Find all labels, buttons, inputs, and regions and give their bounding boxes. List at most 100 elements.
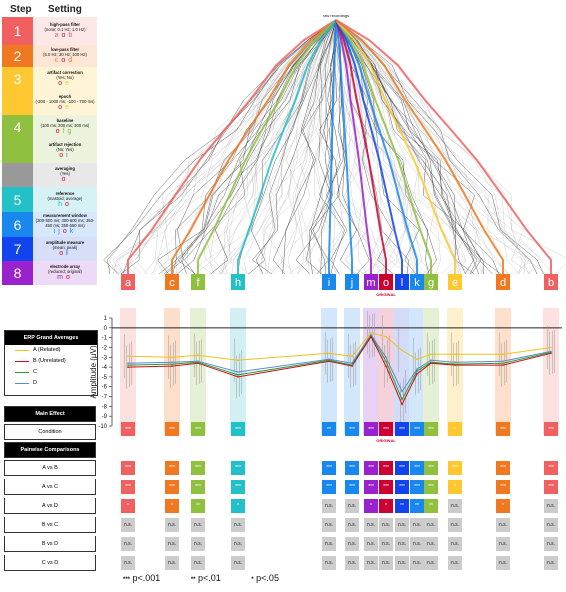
pipeline-box-g (424, 274, 438, 290)
step-codes: ho (58, 200, 72, 208)
ns-cell: n.s. (496, 518, 510, 532)
data-point (171, 363, 173, 365)
pairwise-label: Pairwise Comparisons (4, 442, 96, 458)
sig-cell: ** (191, 499, 205, 513)
comparison-label: A vs B (4, 460, 96, 476)
legend-swatch (15, 372, 29, 373)
column-band-g (423, 308, 439, 434)
erp-legend: ERP Grand Averages A (Related) B (Unrelat… (4, 330, 98, 396)
condition-label: Condition (4, 424, 96, 440)
pipeline-box-e (448, 274, 462, 290)
data-point (171, 361, 173, 363)
ns-cell: n.s. (165, 537, 179, 551)
original-label: ORIGINAL (376, 292, 396, 297)
data-point (351, 355, 353, 358)
step-title: reference (55, 190, 75, 196)
pipeline-letter-a: a (125, 277, 132, 289)
pipeline-path-k (335, 19, 418, 274)
ns-cell: n.s. (379, 556, 393, 570)
condition-cell (424, 422, 438, 436)
condition-cell (379, 422, 393, 436)
data-point (385, 360, 387, 362)
ns-cell: n.s. (231, 518, 245, 532)
data-point (237, 376, 239, 378)
sig-cell: *** (544, 461, 558, 475)
step-title: artifact rejection (48, 142, 82, 147)
y-tick-label: -4 (102, 365, 108, 371)
pipeline-path-b (335, 19, 552, 274)
data-point (430, 353, 432, 356)
footnote-p01: ** p<.01 (190, 573, 221, 583)
ns-cell: n.s. (345, 556, 359, 570)
step-codes: aob (54, 32, 76, 39)
y-tick-label: -2 (102, 345, 108, 351)
series-line-d (127, 333, 552, 393)
data-point (401, 390, 403, 393)
main-effect-label: Main Effect (4, 406, 96, 422)
step-setting: measurement window (300-500 ms; 300-600 m… (33, 212, 97, 237)
data-point (127, 362, 129, 364)
condition-sig: *** (195, 427, 201, 433)
data-point (171, 365, 173, 367)
y-tick-label: 0 (104, 326, 108, 332)
ns-cell: n.s. (364, 537, 378, 551)
pipeline-box-i (322, 274, 336, 290)
pipeline-path-i (328, 19, 337, 274)
condition-cell (345, 422, 359, 436)
ns-cell: n.s. (364, 518, 378, 532)
sig-cell: * (448, 480, 462, 494)
step-title: averaging (55, 166, 75, 171)
pipeline-letter-k: k (414, 277, 420, 289)
condition-cell (364, 422, 378, 436)
sig-cell: *** (191, 480, 205, 494)
step-number: 5 (2, 187, 33, 212)
pipeline-letter-f: f (196, 277, 200, 289)
data-point (197, 360, 199, 362)
data-point (351, 364, 353, 366)
pipeline-path-l (335, 19, 403, 274)
condition-sig: *** (548, 427, 554, 433)
pipeline-letter-e: e (452, 277, 458, 289)
step-detail: (none; 0.1 Hz; 1.0 Hz) (44, 27, 86, 32)
y-tick-label: -9 (102, 414, 108, 420)
column-band-b (543, 308, 559, 434)
legend-label: C (33, 369, 37, 375)
data-point (430, 359, 432, 362)
condition-cell (544, 422, 558, 436)
original-label-chart: ORIGINAL (376, 438, 396, 443)
step-number: 7 (2, 237, 33, 261)
sig-cell: *** (231, 480, 245, 494)
sig-cell: *** (322, 480, 336, 494)
sig-cell: *** (379, 480, 393, 494)
sig-cell: *** (165, 461, 179, 475)
condition-sig: *** (428, 427, 434, 433)
step-codes: oi (59, 152, 71, 159)
data-point (401, 349, 403, 352)
data-point (454, 353, 456, 356)
step-setting: high-pass filter (none; 0.1 Hz; 1.0 Hz) ao… (33, 17, 97, 45)
sig-cell: * (364, 499, 378, 513)
step-title: measurement window (43, 213, 87, 218)
series-line-a (127, 332, 552, 361)
ns-cell: n.s. (322, 518, 336, 532)
step-number: 8 (2, 261, 33, 285)
sig-cell: *** (496, 461, 510, 475)
ns-cell: n.s. (448, 537, 462, 551)
data-point (416, 368, 418, 370)
step-row: 3 artifact correction (Yes; No) oe (2, 67, 97, 91)
sig-cell: *** (345, 461, 359, 475)
legend-title: ERP Grand Averages (5, 331, 97, 345)
step-row: 6 measurement window (300-500 ms; 300-600 … (2, 212, 97, 237)
step-setting: low-pass filter (5.0 Hz; 30 Hz; 100 Hz) co… (33, 45, 97, 67)
legend-swatch (15, 383, 29, 384)
sig-cell: * (379, 499, 393, 513)
column-band-i (321, 308, 337, 434)
pipeline-path-h (237, 19, 337, 274)
ns-cell: n.s. (345, 499, 359, 513)
pipeline-letter-d: d (500, 277, 506, 289)
ns-cell: n.s. (544, 499, 558, 513)
pipeline-path-m (335, 19, 372, 274)
step-title: epoch (58, 94, 72, 99)
sig-cell: ** (395, 499, 409, 513)
